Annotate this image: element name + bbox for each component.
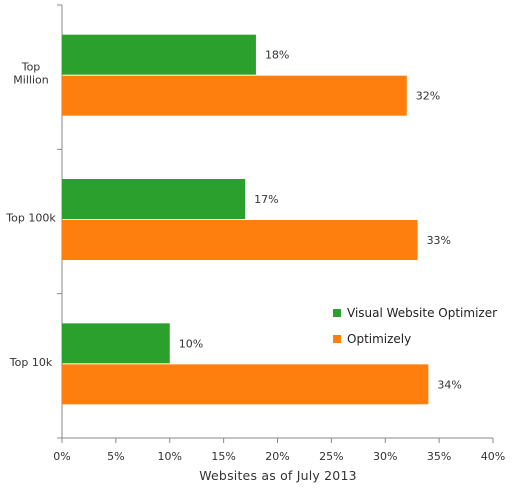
category-label: Top 10k bbox=[9, 356, 53, 369]
legend-item-optimizely: Optimizely bbox=[333, 328, 497, 350]
x-axis-title: Websites as of July 2013 bbox=[199, 468, 357, 483]
bar-optimizely bbox=[62, 75, 407, 116]
bar-vwo bbox=[62, 179, 246, 219]
data-label: 18% bbox=[265, 49, 289, 62]
x-tick-label: 30% bbox=[373, 450, 397, 463]
x-tick-label: 5% bbox=[107, 450, 124, 463]
x-tick-label: 15% bbox=[211, 450, 235, 463]
category-label: Top 100k bbox=[5, 212, 56, 225]
x-tick-label: 35% bbox=[427, 450, 451, 463]
data-label: 32% bbox=[416, 90, 440, 103]
data-label: 10% bbox=[179, 337, 203, 350]
x-tick-label: 40% bbox=[481, 450, 505, 463]
x-tick-label: 0% bbox=[53, 450, 70, 463]
bar-optimizely bbox=[62, 220, 418, 260]
legend-label-vwo: Visual Website Optimizer bbox=[347, 306, 498, 320]
data-label: 33% bbox=[427, 234, 451, 247]
data-label: 17% bbox=[254, 193, 278, 206]
category-label: Million bbox=[13, 74, 48, 87]
legend-label-optimizely: Optimizely bbox=[347, 332, 412, 346]
data-label: 34% bbox=[437, 378, 461, 391]
category-label: Top bbox=[21, 61, 41, 74]
legend-swatch-vwo bbox=[333, 309, 341, 317]
bar-vwo bbox=[62, 34, 256, 75]
x-tick-label: 25% bbox=[319, 450, 343, 463]
legend-swatch-optimizely bbox=[333, 335, 341, 343]
bar-optimizely bbox=[62, 364, 429, 405]
bar-vwo bbox=[62, 323, 170, 364]
bars bbox=[62, 34, 429, 405]
legend-item-vwo: Visual Website Optimizer bbox=[333, 302, 497, 324]
x-tick-label: 10% bbox=[158, 450, 182, 463]
labels: 0% 5% 10% 15% 20% 25% 30% 35% 40% 18% 32% TopMillio… bbox=[5, 49, 505, 463]
x-tick-label: 20% bbox=[265, 450, 289, 463]
legend: Visual Website Optimizer Optimizely bbox=[333, 302, 497, 354]
